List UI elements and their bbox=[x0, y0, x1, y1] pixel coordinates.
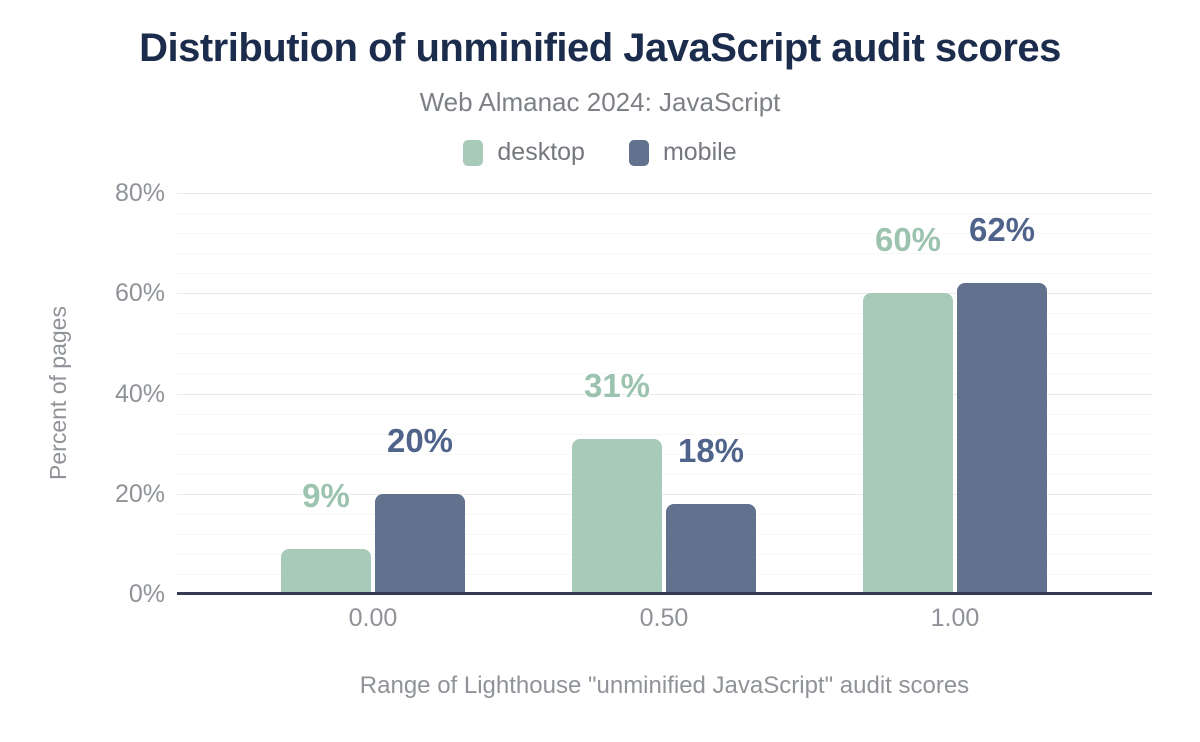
gridline-major bbox=[177, 293, 1152, 295]
legend-swatch-mobile bbox=[628, 139, 649, 166]
value-label-desktop-1.00: 60% bbox=[874, 221, 942, 259]
gridline-minor bbox=[177, 253, 1152, 255]
value-label-mobile-1.00: 62% bbox=[968, 211, 1036, 249]
legend-item-mobile: mobile bbox=[628, 138, 737, 167]
x-axis-title: Range of Lighthouse "unminified JavaScri… bbox=[359, 672, 970, 699]
y-axis-title: Percent of pages bbox=[45, 306, 71, 480]
gridline-major bbox=[177, 393, 1152, 395]
bar-mobile-0.00 bbox=[375, 493, 465, 594]
bar-mobile-0.50 bbox=[666, 503, 756, 594]
y-tick-60%: 60% bbox=[114, 279, 165, 308]
legend: desktop mobile bbox=[0, 138, 1200, 167]
x-axis-line bbox=[177, 592, 1152, 595]
bar-desktop-0.50 bbox=[572, 438, 662, 594]
x-tick-0.50: 0.50 bbox=[639, 604, 689, 632]
legend-label-desktop: desktop bbox=[497, 138, 585, 166]
y-tick-40%: 40% bbox=[114, 379, 165, 408]
gridline-minor bbox=[177, 313, 1152, 315]
value-label-desktop-0.50: 31% bbox=[583, 366, 651, 404]
gridline-major bbox=[177, 193, 1152, 194]
gridline-minor bbox=[177, 373, 1152, 375]
gridline-minor bbox=[177, 573, 1152, 575]
gridline-minor bbox=[177, 553, 1152, 555]
gridline-minor bbox=[177, 233, 1152, 235]
bar-desktop-0.00 bbox=[281, 548, 371, 594]
gridline-major bbox=[177, 493, 1152, 495]
gridline-minor bbox=[177, 433, 1152, 435]
legend-label-mobile: mobile bbox=[662, 138, 737, 166]
y-tick-20%: 20% bbox=[114, 479, 165, 508]
y-tick-0%: 0% bbox=[128, 580, 165, 608]
legend-swatch-desktop bbox=[463, 139, 484, 166]
bar-desktop-1.00 bbox=[863, 293, 953, 594]
value-label-mobile-0.50: 18% bbox=[677, 431, 745, 469]
gridline-minor bbox=[177, 333, 1152, 335]
gridline-minor bbox=[177, 453, 1152, 455]
gridline-minor bbox=[177, 413, 1152, 415]
gridline-minor bbox=[177, 533, 1152, 535]
gridline-minor bbox=[177, 353, 1152, 355]
gridline-minor bbox=[177, 213, 1152, 215]
gridline-minor bbox=[177, 473, 1152, 475]
y-tick-80%: 80% bbox=[114, 179, 165, 207]
bar-mobile-1.00 bbox=[957, 283, 1047, 594]
x-tick-1.00: 1.00 bbox=[930, 604, 980, 632]
gridline-minor bbox=[177, 273, 1152, 275]
value-label-mobile-0.00: 20% bbox=[386, 421, 454, 459]
chart-title: Distribution of unminified JavaScript au… bbox=[139, 26, 1061, 70]
gridline-minor bbox=[177, 513, 1152, 515]
legend-item-desktop: desktop bbox=[463, 138, 585, 167]
value-label-desktop-0.00: 9% bbox=[302, 476, 350, 514]
chart-subtitle: Web Almanac 2024: JavaScript bbox=[419, 87, 781, 117]
x-tick-0.00: 0.00 bbox=[348, 604, 398, 632]
